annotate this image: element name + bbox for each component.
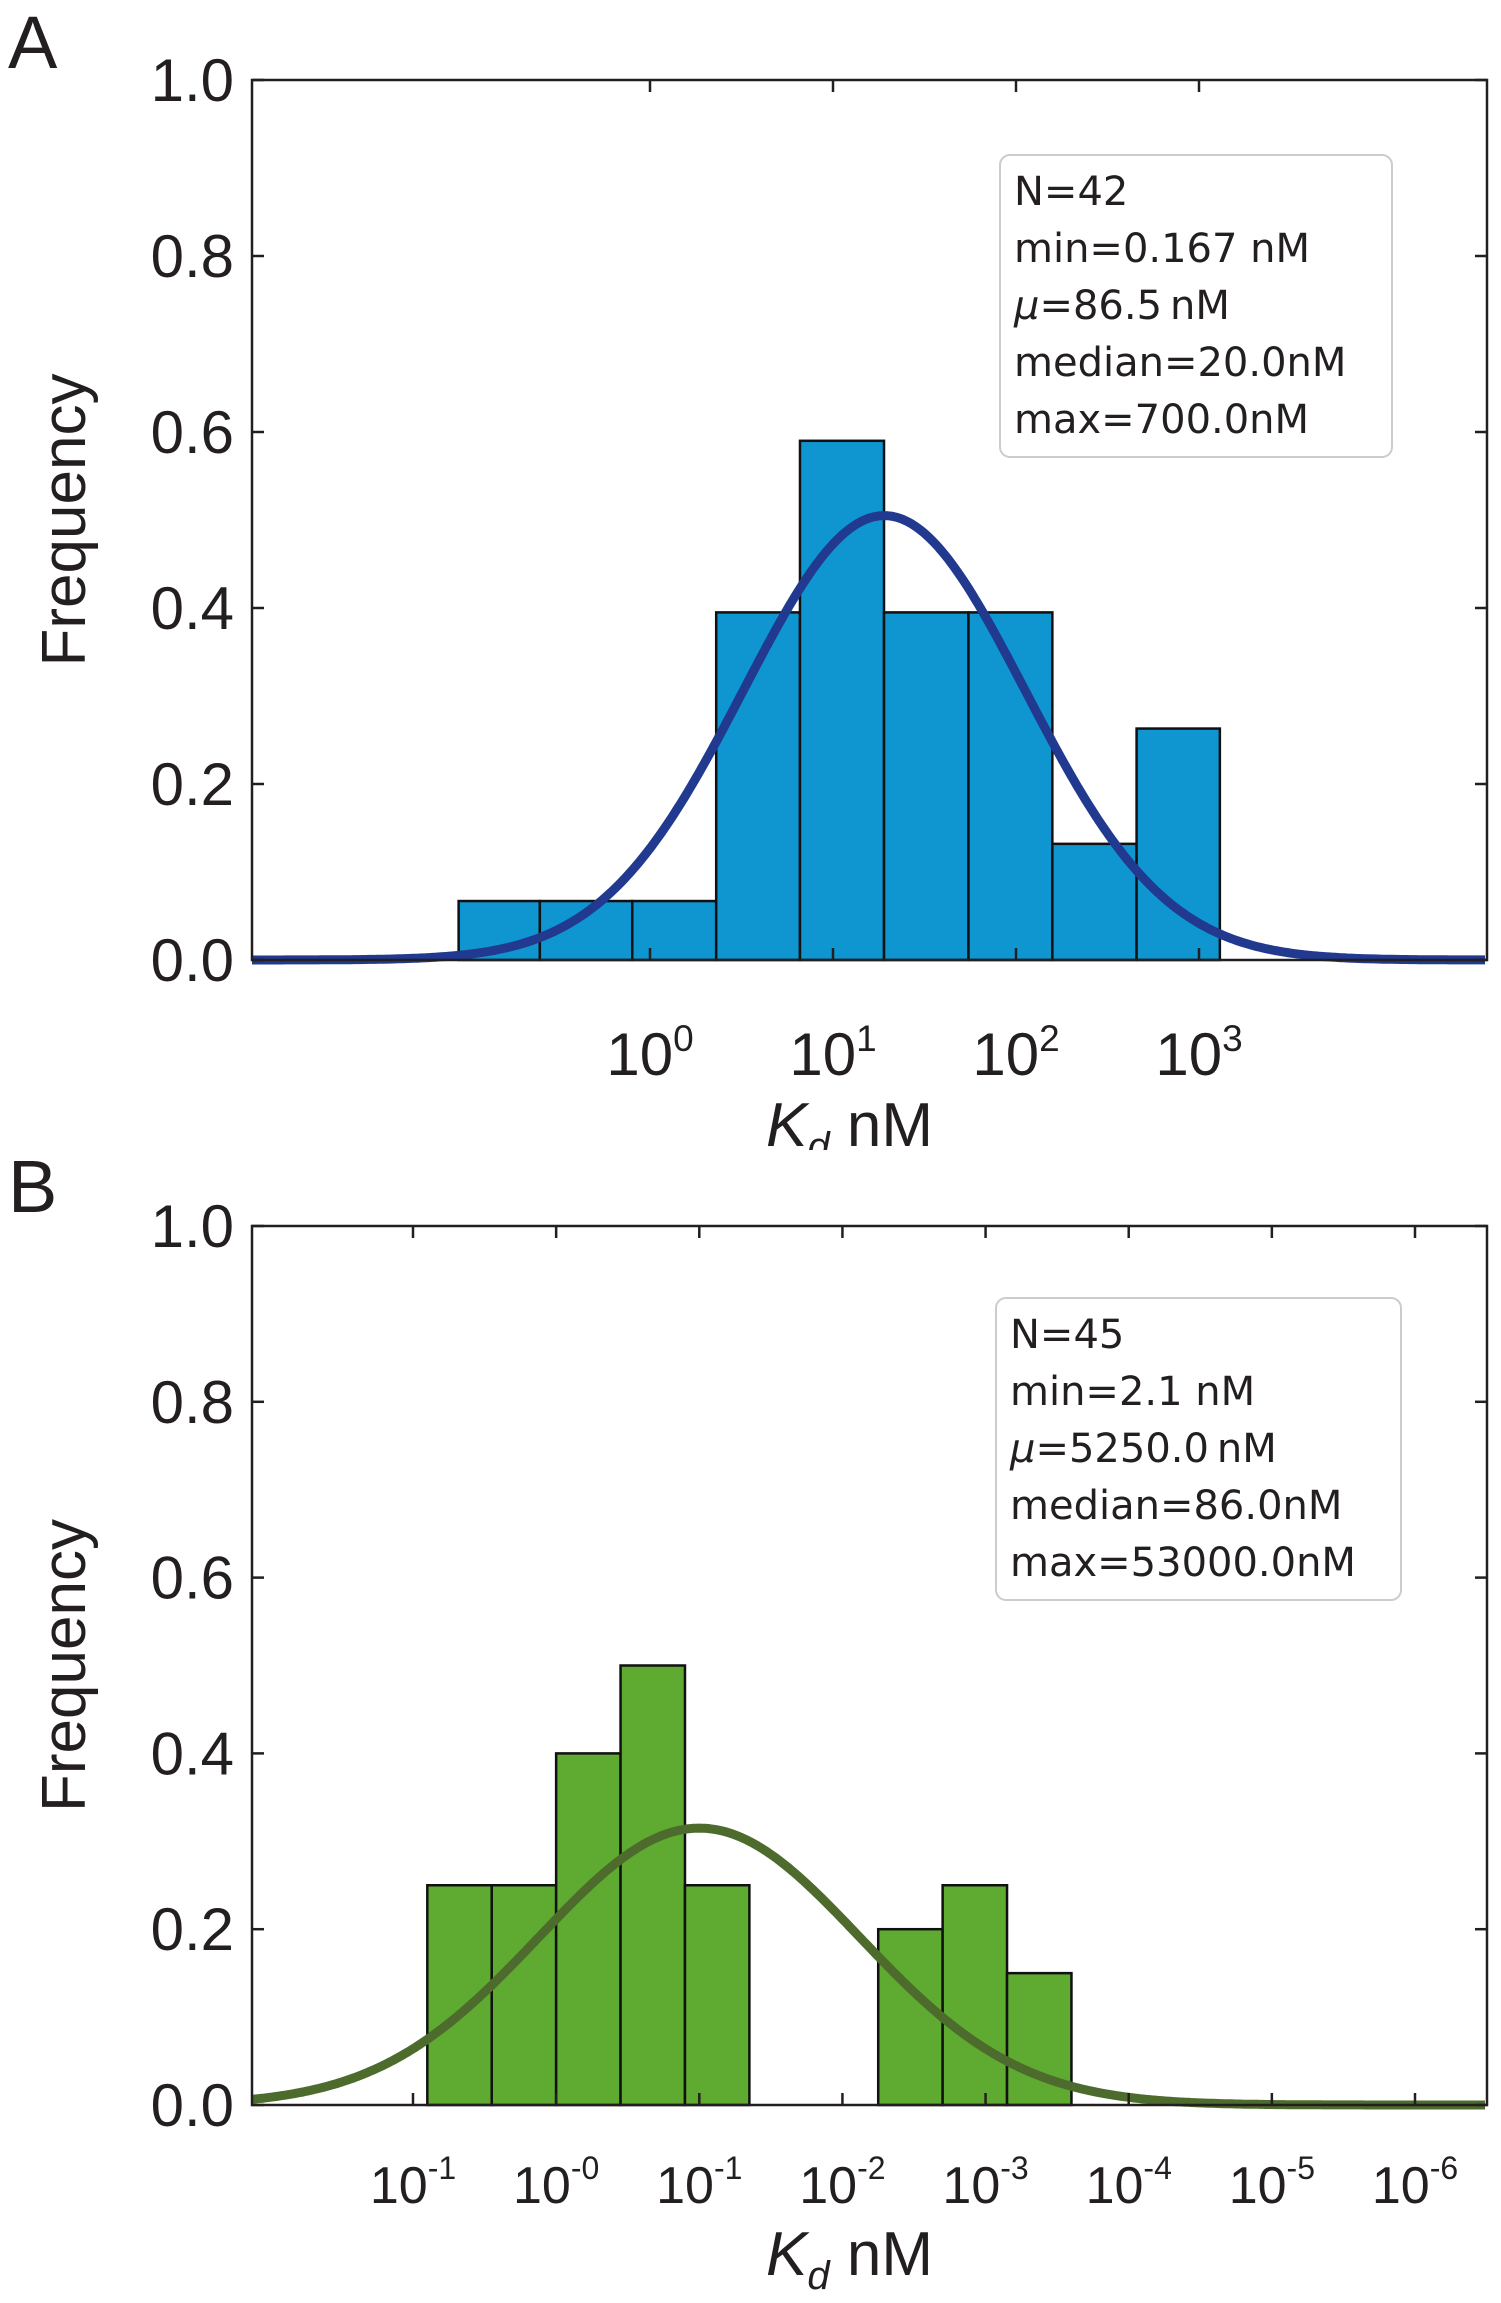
panel-letter: A <box>8 1 58 84</box>
x-tick-label: 103 <box>1155 1018 1242 1088</box>
panel-letter: B <box>8 1150 57 1228</box>
y-tick-label: 0.8 <box>151 1369 234 1436</box>
histogram-bar <box>876 1927 944 2107</box>
y-tick-label: 0.2 <box>151 751 234 818</box>
panel-a: A 0.0 0.2 0.4 0.6 0.8 1.0 Frequency 100 101 102 103… <box>0 0 1501 1150</box>
x-axis: 100 101 102 103 <box>606 80 1243 1088</box>
x-tick-label: 10-4 <box>1086 2150 1172 2215</box>
y-axis: 0.0 0.2 0.4 0.6 0.8 1.0 <box>151 1193 1487 2139</box>
x-axis: 10-1 10-0 10-1 10-2 10-3 10-4 10-5 10-6 <box>370 1226 1458 2215</box>
y-tick-label: 0.6 <box>151 1545 234 1612</box>
y-tick-label: 0.6 <box>151 399 234 466</box>
histogram-bar <box>1051 842 1138 962</box>
histogram-bar <box>882 611 970 962</box>
stats-line: median=20.0nM <box>1014 340 1346 386</box>
y-tick-label: 0.4 <box>151 575 234 642</box>
histogram-bar <box>941 1884 1009 2107</box>
stats-line: N=45 <box>1010 1312 1124 1358</box>
stats-line: median=86.0nM <box>1010 1483 1342 1529</box>
y-tick-label: 0.0 <box>151 2072 234 2139</box>
x-axis-title: Kd nM <box>766 1091 933 1150</box>
histogram-bar <box>490 1884 558 2107</box>
x-tick-label: 10-2 <box>799 2150 885 2215</box>
histogram-chart-a: A 0.0 0.2 0.4 0.6 0.8 1.0 Frequency 100 101 102 103… <box>8 1 1489 1150</box>
plot-frame <box>250 78 1489 962</box>
stats-line: N=42 <box>1014 169 1128 215</box>
x-tick-label: 102 <box>972 1018 1059 1088</box>
y-axis-title: Frequency <box>30 1519 99 1812</box>
y-tick-label: 1.0 <box>151 47 234 114</box>
x-tick-label: 10-1 <box>656 2150 742 2215</box>
x-axis-title: Kd nM <box>766 2220 933 2298</box>
x-tick-label: 10-0 <box>513 2150 599 2215</box>
y-tick-label: 0.0 <box>151 927 234 994</box>
y-tick-label: 0.4 <box>151 1720 234 1787</box>
x-tick-label: 10-5 <box>1229 2150 1315 2215</box>
stats-line: max=53000.0nM <box>1010 1540 1356 1586</box>
y-axis-title: Frequency <box>30 374 99 667</box>
x-tick-label: 100 <box>606 1018 693 1088</box>
x-tick-label: 10-1 <box>370 2150 456 2215</box>
y-tick-label: 1.0 <box>151 1193 234 1260</box>
stats-line: μ=5250.0 nM <box>1009 1426 1277 1472</box>
histogram-bar <box>631 899 718 962</box>
stats-box <box>995 1297 1402 1601</box>
histogram-bar <box>1135 727 1222 962</box>
bars <box>426 1664 1073 2107</box>
panel-b: B 0.0 0.2 0.4 0.6 0.8 1.0 Frequency 10-1 10-0 10-1… <box>0 1150 1501 2303</box>
x-tick-label: 10-6 <box>1372 2150 1458 2215</box>
fit-curve <box>250 511 1487 965</box>
plot-frame <box>250 1224 1489 2107</box>
histogram-bar <box>554 1752 622 2107</box>
stats-line: μ=86.5 nM <box>1013 283 1230 329</box>
histogram-bar <box>683 1884 751 2107</box>
stats-line: max=700.0nM <box>1014 397 1309 443</box>
histogram-bar <box>619 1664 687 2107</box>
stats-line: min=0.167 nM <box>1014 226 1310 272</box>
y-axis: 0.0 0.2 0.4 0.6 0.8 1.0 <box>151 47 1487 994</box>
y-tick-label: 0.2 <box>151 1896 234 1963</box>
y-tick-label: 0.8 <box>151 223 234 290</box>
stats-line: min=2.1 nM <box>1010 1369 1255 1415</box>
x-tick-label: 10-3 <box>942 2150 1028 2215</box>
stats-box <box>999 154 1393 458</box>
x-tick-label: 101 <box>789 1018 876 1088</box>
